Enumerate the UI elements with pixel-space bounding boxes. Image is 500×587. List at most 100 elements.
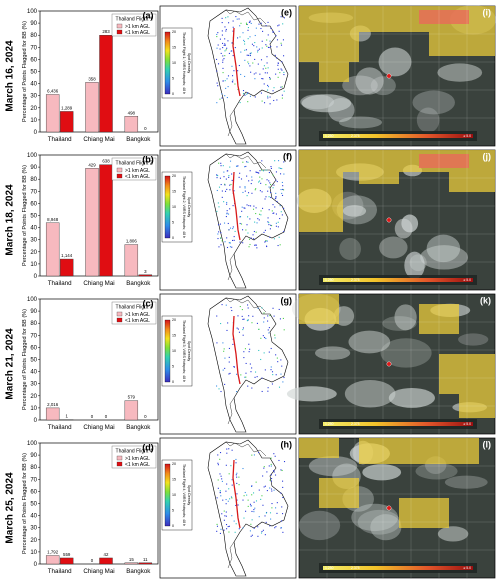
hotspot-dot (246, 320, 248, 322)
hotspot-dot (247, 54, 250, 56)
hotspot-dot (268, 180, 270, 182)
hotspot-dot (274, 206, 276, 208)
hotspot-dot (228, 22, 230, 24)
legend-swatch (116, 317, 123, 323)
hotspot-dot (258, 23, 260, 25)
hotspot-dot (223, 519, 225, 521)
hotspot-dot (222, 61, 224, 63)
hotspot-dot (261, 390, 263, 393)
bar (45, 555, 60, 565)
cloud-patch (339, 237, 361, 260)
y-tick-label: 100 (27, 441, 38, 447)
hotspot-dot (251, 322, 253, 324)
map-subcaption: Spot Density (187, 485, 191, 506)
legend-box (111, 301, 157, 325)
hotspot-dot (237, 88, 239, 91)
hotspot-dot (254, 58, 256, 60)
hotspot-dot (244, 348, 246, 350)
hotspot-dot (244, 207, 246, 209)
hotspot-dot (270, 366, 272, 368)
hotspot-dot (261, 169, 263, 171)
colorbar-tick-label: 20 (172, 30, 176, 34)
hotspot-dot (281, 61, 283, 63)
y-tick-label: 50 (30, 502, 37, 508)
hotspot-dot (226, 329, 228, 332)
hotspot-dot (244, 166, 246, 168)
hotspot-dot (246, 54, 248, 56)
hotspot-dot (224, 43, 226, 45)
hotspot-dot (241, 210, 243, 212)
hotspot-dot (258, 516, 260, 518)
panel-label: (g) (281, 295, 293, 305)
hotspot-dot (232, 226, 234, 228)
hotspot-dot (243, 517, 245, 519)
hotspot-dot (275, 225, 277, 227)
map-land-group (207, 295, 289, 433)
hotspot-dot (260, 59, 263, 61)
hotspot-dot (266, 39, 268, 41)
hotspot-dot (228, 176, 230, 178)
hotspot-dot (280, 492, 282, 494)
hotspot-dot (265, 169, 267, 171)
y-axis-label: Percentage of Points Flagged for BB (%) (22, 309, 28, 410)
bar (45, 222, 60, 277)
hotspot-dot (222, 42, 224, 44)
hotspot-dot (236, 373, 238, 375)
hotspot-dot (261, 307, 263, 309)
hotspot-dot (267, 97, 269, 99)
hotspot-dot (235, 504, 237, 507)
hotspot-dot (228, 448, 230, 450)
hotspot-dot (275, 35, 277, 37)
hotspot-dot (270, 474, 272, 476)
hotspot-dot (266, 62, 268, 64)
y-tick-label: 80 (30, 33, 37, 39)
hotspot-dot (269, 103, 271, 105)
hotspot-dot (220, 52, 222, 54)
hotspot-dot (271, 503, 273, 505)
hotspot-dot (249, 65, 251, 67)
hotspot-dot (271, 477, 273, 480)
hotspot-dot (254, 376, 256, 378)
hotspot-dot (272, 90, 274, 92)
hotspot-dot (242, 191, 244, 194)
hotspot-dot (278, 459, 280, 462)
hotspot-dot (234, 230, 236, 232)
hotspot-dot (219, 237, 222, 239)
hotspot-dot (255, 27, 257, 29)
hotspot-dot (264, 241, 266, 243)
cloud-patch (426, 234, 461, 263)
hotspot-dot (219, 532, 221, 534)
hotspot-dot (275, 192, 277, 194)
hotspot-dot (258, 48, 260, 50)
hotspot-dot (260, 27, 262, 30)
cloud-patch (415, 462, 458, 480)
hotspot-dot (275, 507, 277, 509)
aerosol-overlay (299, 294, 339, 324)
hotspot-dot (272, 307, 274, 309)
hotspot-dot (249, 95, 252, 97)
hotspot-dot (270, 480, 273, 482)
colorbar-tick-label: 0 (172, 236, 174, 240)
hotspot-dot (283, 173, 285, 175)
hotspot-dot (261, 495, 263, 497)
hotspot-dot (283, 90, 285, 92)
satellite-colorbar-min: 1.250 (325, 278, 334, 282)
hotspot-dot (229, 160, 232, 162)
hotspot-dot (222, 342, 224, 344)
hotspot-dot (237, 165, 239, 167)
hotspot-dot (265, 240, 267, 242)
hotspot-dot (238, 484, 240, 486)
hotspot-dot (243, 318, 245, 320)
hotspot-dot (239, 222, 241, 225)
hotspot-dot (217, 464, 219, 466)
bar-value-label: 0 (144, 126, 147, 131)
hotspot-dot (245, 510, 247, 512)
hotspot-dot (269, 315, 271, 317)
hotspot-dot (273, 87, 275, 89)
hotspot-dot (251, 179, 253, 181)
hotspot-dot (225, 28, 227, 31)
hotspot-dot (236, 476, 238, 478)
hotspot-dot (251, 510, 253, 513)
hotspot-dot (248, 205, 250, 207)
hotspot-dot (217, 487, 219, 489)
